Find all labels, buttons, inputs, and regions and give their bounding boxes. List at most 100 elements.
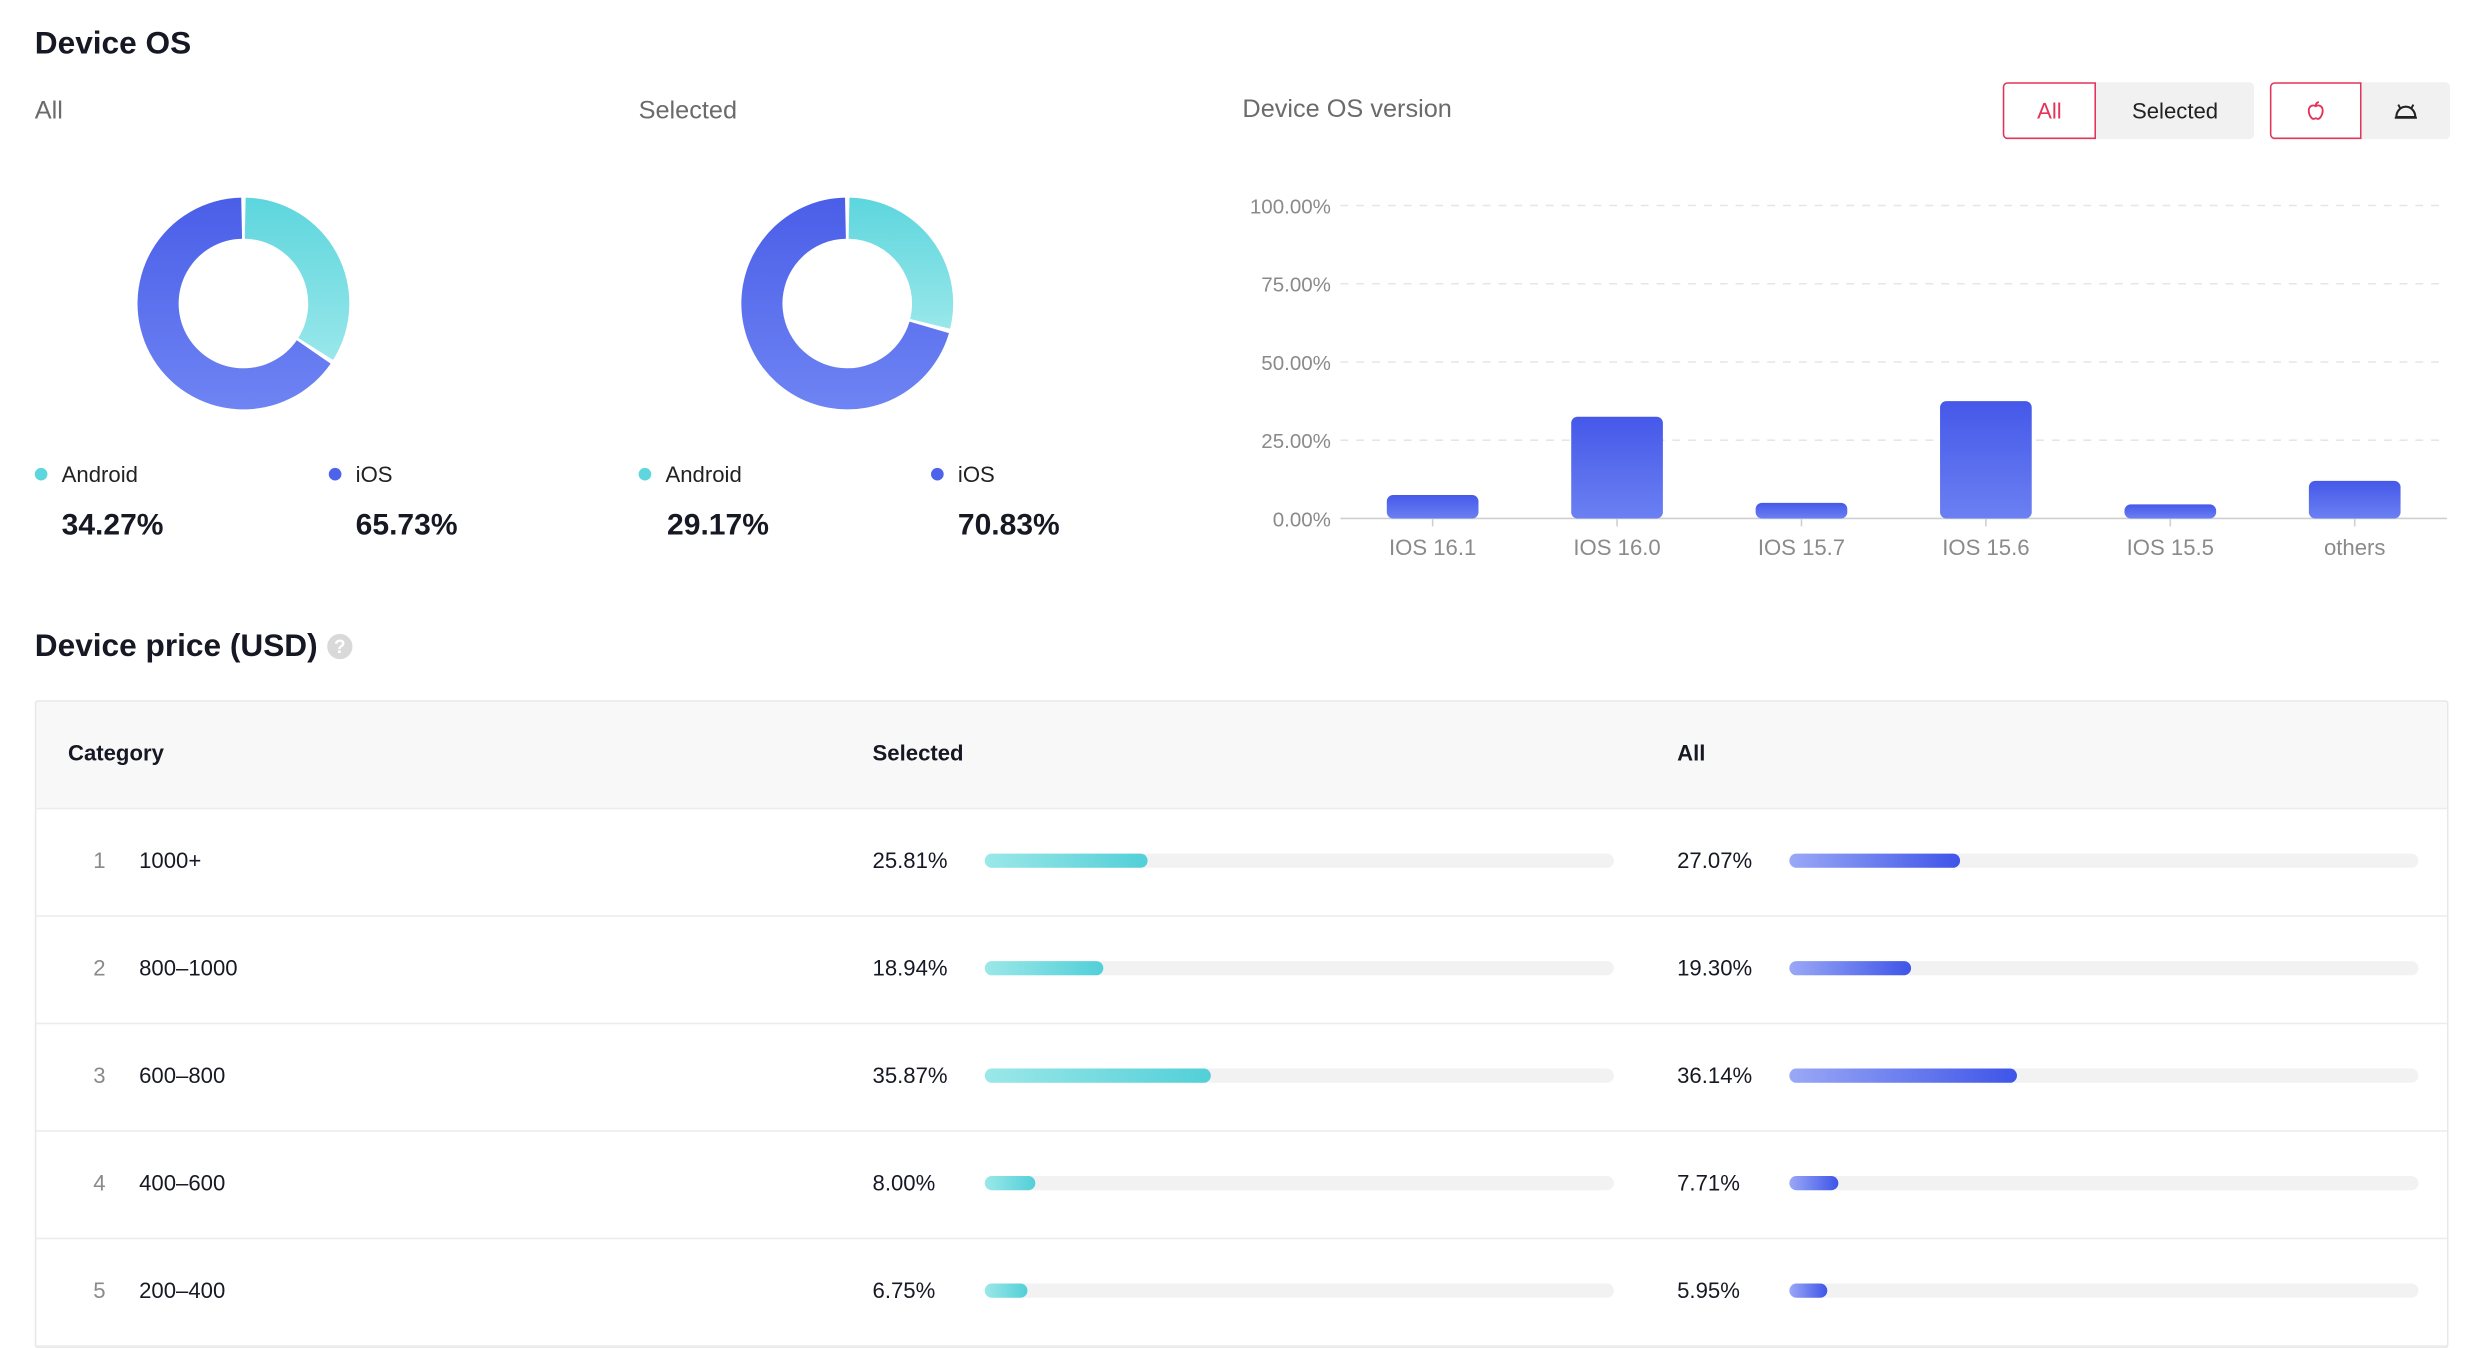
os-version-bar-chart: 0.00% 25.00% 50.00% 75.00% 100.00% IOS 16.1 IO… [1250,195,2447,560]
x-tick-label: IOS 15.7 [1758,535,1845,560]
all-progress-track [1789,961,2419,976]
row-all-value: 19.30% [1677,954,1753,981]
row-all-value: 36.14% [1677,1062,1753,1088]
y-tick-label: 0.00% [1273,508,1331,531]
row-category: 800–1000 [139,954,238,981]
platform-toggle [2269,82,2451,142]
row-selected-value: 18.94% [872,954,948,981]
android-dot-icon [638,467,652,481]
device-price-table: Category Selected All 1 1000+ 25.81% 27.… [34,700,2449,1348]
selected-progress-track [984,853,1614,868]
all-progress-track [1789,1068,2419,1083]
ios-slice[interactable] [137,197,331,410]
selected-donut-chart [741,197,954,410]
x-tick-label: IOS 15.6 [1942,535,2029,560]
all-android-label: Android [61,461,138,487]
selected-ios-pct: 70.83% [957,508,1060,543]
ios-slice[interactable] [741,197,949,410]
selected-progress-track [984,1068,1614,1083]
y-tick-label: 50.00% [1261,352,1331,375]
toggle-selected-button[interactable]: Selected [2096,82,2255,140]
selected-panel-label: Selected [638,98,738,125]
y-tick-label: 75.00% [1261,274,1331,297]
row-category: 400–600 [139,1169,226,1196]
all-progress-fill [1789,1283,1827,1298]
row-selected-value: 25.81% [872,847,948,873]
row-all-value: 27.07% [1677,847,1753,873]
header-selected: Selected [872,739,964,766]
row-selected-value: 6.75% [872,1277,936,1303]
android-platform-button[interactable] [2361,82,2451,140]
all-progress-fill [1789,1068,2017,1083]
all-legend-android[interactable]: Android [34,461,138,487]
all-panel-label: All [34,98,63,125]
selected-android-label: Android [665,461,742,487]
bar[interactable] [1571,416,1663,519]
row-category: 1000+ [139,847,202,873]
toggle-all-button[interactable]: All [2002,82,2097,140]
all-ios-pct: 65.73% [355,508,458,543]
selected-legend-ios[interactable]: iOS [931,462,995,487]
table-row: 4 400–600 8.00% 7.71% [36,1132,2447,1240]
row-selected-value: 8.00% [872,1169,936,1196]
bar[interactable] [1940,401,2032,519]
all-legend-ios[interactable]: iOS [328,461,393,487]
android-slice[interactable] [848,197,954,329]
os-version-label: Device OS version [1242,96,1452,124]
apple-icon [2307,101,2324,120]
android-slice[interactable] [244,197,350,360]
android-icon [2394,104,2417,119]
selected-progress-track [984,961,1614,976]
scope-toggle: All Selected [2002,82,2255,142]
apple-platform-button[interactable] [2269,82,2362,140]
selected-progress-track [984,1283,1614,1298]
x-tick-label: IOS 15.5 [2127,535,2214,560]
row-category: 200–400 [139,1277,226,1303]
y-tick-label: 25.00% [1261,430,1331,453]
all-android-pct: 34.27% [61,508,164,543]
bar[interactable] [2308,480,2401,519]
row-all-value: 5.95% [1677,1277,1740,1303]
all-progress-fill [1789,961,1911,976]
table-row: 3 600–800 35.87% 36.14% [36,1024,2447,1132]
row-index: 3 [93,1062,106,1088]
x-tick-label: others [2324,535,2385,560]
row-all-value: 7.71% [1677,1169,1740,1196]
row-selected-value: 35.87% [872,1062,948,1088]
bar[interactable] [2124,504,2217,519]
row-index: 5 [93,1277,106,1303]
device-os-title: Device OS [34,26,192,62]
device-price-title-text: Device price (USD) [34,629,318,664]
selected-progress-track [984,1176,1614,1191]
selected-progress-fill [984,1176,1036,1191]
selected-legend-android[interactable]: Android [638,461,742,487]
all-progress-fill [1789,1176,1838,1191]
table-row: 5 200–400 6.75% 5.95% [36,1239,2447,1347]
android-dot-icon [34,467,48,481]
all-ios-label: iOS [355,461,393,487]
table-row: 2 800–1000 18.94% 19.30% [36,917,2447,1025]
all-progress-track [1789,1176,2419,1191]
row-index: 2 [93,954,106,981]
bar[interactable] [1755,502,1848,519]
selected-progress-fill [984,1283,1028,1298]
row-index: 4 [93,1169,106,1196]
table-row: 1 1000+ 25.81% 27.07% [36,809,2447,917]
row-category: 600–800 [139,1062,226,1088]
table-header: Category Selected All [36,701,2447,810]
selected-progress-fill [984,1068,1211,1083]
all-progress-fill [1789,853,1960,868]
x-tick-label: IOS 16.0 [1573,535,1660,560]
y-tick-label: 100.00% [1250,195,1331,218]
header-all: All [1677,739,1706,766]
selected-progress-fill [984,853,1148,868]
help-icon[interactable]: ? [327,633,353,660]
all-donut-chart [137,197,350,410]
row-index: 1 [93,847,106,873]
selected-android-pct: 29.17% [667,508,769,543]
header-category: Category [67,739,164,766]
x-tick-label: IOS 16.1 [1389,535,1476,560]
table-body: 1 1000+ 25.81% 27.07% 2 800–1000 18.94% … [36,809,2447,1347]
bar[interactable] [1386,494,1479,519]
